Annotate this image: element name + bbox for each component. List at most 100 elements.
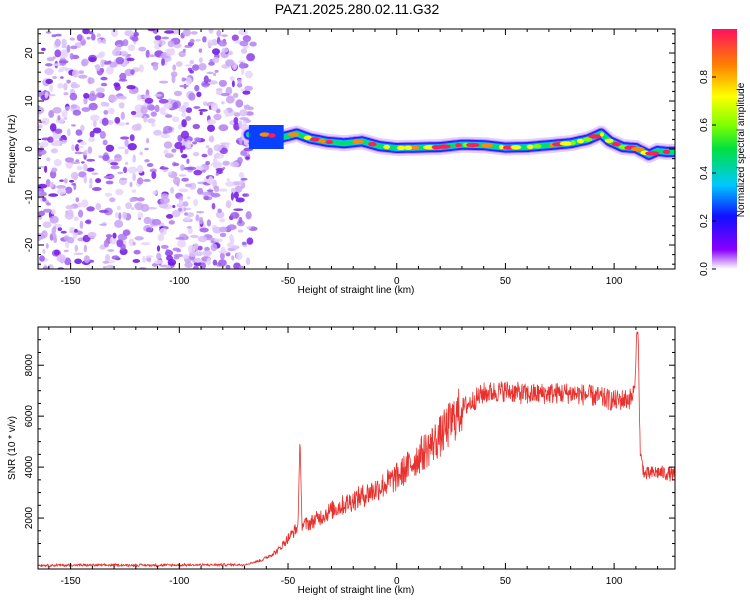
noise-speckle — [235, 99, 244, 108]
noise-speckle — [112, 232, 117, 239]
snr-y-ticks: 2000 4000 6000 8000 — [24, 326, 675, 570]
noise-speckle — [109, 197, 116, 203]
noise-speckle — [72, 69, 79, 78]
noise-speckle — [210, 102, 219, 112]
ridge-hotspot — [455, 142, 462, 148]
noise-speckle — [198, 109, 208, 112]
noise-speckle — [225, 264, 231, 269]
noise-speckle — [73, 216, 79, 222]
noise-speckle — [163, 141, 173, 149]
noise-speckle — [193, 198, 199, 207]
noise-speckle — [245, 70, 253, 79]
signal-ridge — [240, 125, 675, 163]
noise-speckle — [45, 63, 53, 67]
noise-speckle — [212, 56, 220, 64]
noise-speckle — [230, 161, 240, 168]
noise-speckle — [131, 207, 135, 211]
noise-speckle — [115, 188, 124, 196]
noise-speckle — [192, 123, 200, 130]
noise-speckle — [120, 243, 126, 251]
noise-speckle — [134, 236, 144, 241]
noise-speckle — [139, 151, 143, 156]
noise-speckle — [171, 210, 181, 218]
ridge-hotspot — [287, 132, 300, 137]
ridge-hotspot — [466, 142, 480, 148]
noise-speckle — [143, 178, 151, 182]
noise-speckle — [219, 252, 225, 260]
noise-speckle — [230, 212, 240, 219]
noise-speckle — [215, 173, 219, 176]
noise-speckle — [129, 181, 133, 188]
snr-y-tick-label: 2000 — [24, 506, 35, 529]
noise-speckle — [206, 71, 214, 75]
noise-speckle — [249, 41, 257, 47]
noise-speckle — [196, 91, 202, 98]
snr-panel: -150 -100 -50 0 50 100 2000 4000 6000 8000 Heigh… — [7, 326, 676, 596]
noise-speckle — [120, 50, 128, 57]
noise-speckle — [44, 68, 54, 76]
noise-speckle — [173, 101, 179, 110]
ridge-hotspot — [309, 137, 321, 142]
noise-speckle — [133, 31, 139, 37]
noise-speckle — [230, 187, 236, 194]
noise-speckle — [131, 36, 139, 42]
noise-speckle — [144, 147, 149, 151]
noise-speckle — [110, 162, 119, 166]
noise-speckle — [57, 69, 64, 73]
noise-speckle — [193, 265, 199, 269]
noise-speckle — [122, 39, 129, 47]
noise-speckle — [212, 157, 218, 166]
noise-speckle — [184, 261, 193, 268]
ridge-hotspot — [403, 145, 413, 150]
noise-speckle — [60, 49, 68, 57]
noise-speckle — [172, 116, 180, 123]
noise-speckle — [145, 49, 150, 58]
noise-speckle — [218, 40, 227, 47]
noise-speckle — [148, 54, 156, 58]
noise-speckle — [199, 227, 209, 233]
noise-speckle — [101, 117, 109, 127]
noise-speckle — [70, 45, 78, 50]
noise-speckle — [105, 144, 115, 152]
noise-speckle — [41, 137, 51, 141]
spectrogram-y-tick-label: -10 — [24, 189, 35, 204]
spectrogram-x-tick-label: 100 — [606, 276, 623, 287]
noise-speckle — [147, 29, 156, 32]
ridge-hotspot — [437, 144, 451, 149]
snr-y-label: SNR (10 * v/v) — [7, 416, 18, 480]
noise-speckle — [239, 109, 248, 117]
noise-speckle — [120, 111, 126, 120]
noise-speckle — [109, 61, 118, 68]
noise-speckle — [144, 159, 150, 163]
noise-speckle — [181, 119, 187, 128]
noise-speckle — [154, 35, 162, 41]
ridge-hotspot — [396, 145, 406, 151]
noise-speckle — [43, 208, 52, 213]
noise-speckle — [243, 193, 250, 197]
noise-speckle — [95, 178, 102, 184]
noise-speckle — [133, 249, 141, 255]
noise-speckle — [132, 114, 143, 118]
noise-speckle — [237, 157, 243, 164]
noise-speckle — [238, 216, 243, 224]
noise-speckle — [108, 174, 115, 179]
noise-speckle — [137, 177, 144, 185]
noise-speckle — [144, 97, 154, 104]
noise-speckle — [78, 171, 87, 178]
ridge-hotspot — [510, 145, 522, 150]
ridge-hotspot — [600, 132, 604, 137]
noise-speckle — [175, 61, 183, 67]
snr-x-tick-label: -50 — [281, 576, 296, 587]
noise-speckle — [66, 79, 71, 84]
noise-speckle — [173, 162, 180, 167]
colorbar-tick-label: 0.4 — [699, 166, 710, 180]
noise-speckle — [213, 185, 220, 193]
noise-speckle — [193, 261, 202, 267]
noise-speckle — [186, 226, 192, 229]
noise-speckle — [57, 227, 62, 232]
colorbar-tick-label: 0.8 — [699, 70, 710, 84]
noise-speckle — [52, 226, 57, 230]
noise-speckle — [114, 84, 121, 91]
noise-speckle — [164, 30, 175, 34]
noise-speckle — [114, 211, 119, 219]
